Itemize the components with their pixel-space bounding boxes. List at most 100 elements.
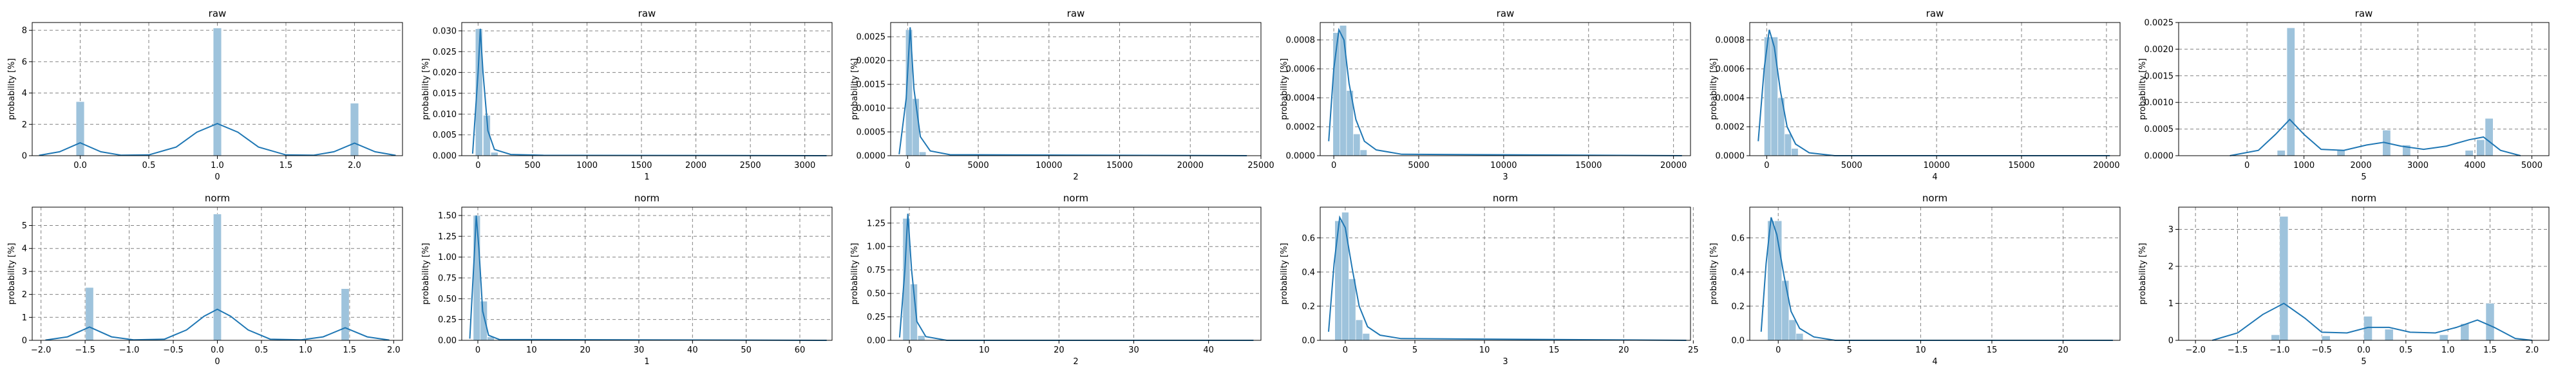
y-axis-label: probability [%] [1280,243,1289,305]
x-axis-label: 0 [214,172,220,182]
x-tick-label: 15000 [1575,161,1602,170]
y-tick-label: 0.0002 [1716,123,1745,133]
chart-panel-3: 0 5000 10000 15000 20000 0.0000 0.0002 0.0004 0.… [1280,8,1691,182]
x-tick-label: 5000 [2521,161,2543,170]
axes-frame [461,207,833,341]
y-tick-label: 8 [22,26,27,36]
axes-frame [2178,22,2550,156]
kde-line [45,308,390,341]
x-tick-label: 10000 [1036,161,1062,170]
y-tick-label: 1.00 [867,243,886,252]
y-axis-label: probability [%] [421,243,431,305]
x-tick-label: 1000 [2293,161,2315,170]
y-tick-label: 0.75 [867,266,886,275]
y-tick-label: 0 [2168,336,2174,346]
histogram-bar [490,152,498,156]
y-tick-label: 0.0 [1731,336,1745,346]
y-axis-label: probability [%] [2138,243,2148,305]
y-tick-label: 0.0000 [857,152,886,161]
histogram-bar [2460,323,2470,341]
x-tick-label: 10000 [1923,161,1949,170]
y-tick-label: 0.00 [438,336,457,346]
x-tick-label: 25 [1688,345,1699,355]
y-tick-label: 0.0008 [1716,36,1745,46]
chart-title: norm [1063,192,1088,204]
kde-line [1757,30,2110,156]
y-tick-label: 1.25 [438,232,457,242]
y-tick-label: 0.6 [1731,234,1745,243]
y-tick-label: 0.6 [1302,234,1315,243]
y-tick-label: 0.0020 [2145,45,2174,55]
x-axis-label: 5 [2361,357,2366,367]
chart-panel-2: 0 5000 10000 15000 20000 25000 0.0000 0.0005 0.0… [850,8,1274,182]
x-tick-label: 1.0 [211,161,224,170]
y-tick-label: 1.00 [438,253,457,262]
kde-line [898,27,1247,156]
histogram-bar [2321,335,2331,341]
histogram-bar [2336,150,2345,156]
x-axis-label: 2 [1073,357,1078,367]
x-tick-label: 5000 [1841,161,1862,170]
histogram-bar [341,288,350,341]
x-tick-label: 2500 [740,161,761,170]
y-tick-label: 0.0008 [1286,36,1316,46]
y-tick-label: 1 [22,313,27,323]
y-tick-label: 0.0004 [1716,94,1745,104]
histogram-bar [1795,333,1804,341]
y-tick-label: 0.0000 [2145,152,2174,161]
histogram-bar [1334,220,1342,341]
histogram-bar [85,287,94,341]
chart-panel-11: −2.0 −1.5 −1.0 −0.5 0.0 0.5 1.0 1.5 2.0 0 1 2 3 norm 5… [2138,192,2550,367]
x-tick-label: 0 [475,161,480,170]
x-tick-label: 1.0 [2441,345,2455,355]
x-tick-label: 40 [1203,345,1214,355]
y-tick-label: 0.0004 [1286,94,1316,104]
chart-title: raw [1067,8,1085,19]
x-tick-label: −0.5 [163,345,184,355]
x-tick-label: 2.0 [348,161,361,170]
y-tick-label: 0.25 [438,315,457,325]
y-tick-label: 0.50 [438,295,457,304]
histogram-bar [919,151,927,156]
y-tick-label: 0.0025 [857,33,886,42]
y-tick-label: 2 [2168,262,2174,272]
kde-line [2230,118,2521,156]
x-tick-label: 0 [1343,345,1348,355]
y-tick-label: 0.4 [1731,268,1745,277]
x-axis-label: 1 [644,357,649,367]
y-tick-label: 0.0000 [1286,152,1316,161]
y-tick-label: 0.2 [1731,302,1745,311]
histogram-bar [1353,133,1361,156]
axes-frame [1749,207,2121,341]
chart-panel-1: 0 500 1000 1500 2000 2500 3000 0.000 0.005 0.010 0… [421,8,833,182]
histogram-bar [1362,333,1370,341]
y-tick-label: 4 [22,244,27,254]
x-axis-label: 1 [644,172,649,182]
x-tick-label: 20000 [1660,161,1687,170]
x-tick-label: 0 [907,345,912,355]
x-tick-label: 20000 [1177,161,1204,170]
histogram-bar [1784,133,1792,156]
y-tick-label: 0.0005 [857,128,886,138]
axes-frame [890,22,1262,156]
x-tick-label: −1.0 [119,345,140,355]
histogram-bar [2439,335,2448,341]
y-tick-label: 0.50 [867,290,886,299]
chart-panel-4: 0 5000 10000 15000 20000 0.0000 0.0002 0.0004 0.… [1709,8,2121,182]
axes-frame [1320,207,1691,341]
axes-frame [1749,22,2121,156]
x-tick-label: 20000 [2093,161,2119,170]
x-tick-label: 0 [1764,161,1769,170]
y-tick-label: 0.0020 [857,57,886,66]
x-tick-label: 0 [1331,161,1336,170]
y-axis-label: probability [%] [1709,243,1719,305]
chart-title: raw [2355,8,2373,19]
x-tick-label: 20 [1618,345,1629,355]
chart-panel-8: 0 10 20 30 40 0.00 0.25 0.50 0.75 1.00 1.25 norm 2 pr… [850,192,1262,367]
histogram-bar [1764,37,1772,156]
chart-panel-6: −2.0 −1.5 −1.0 −0.5 0.0 0.5 1.0 1.5 2.0 0 1 2 3 4 5 nor… [7,192,403,367]
histogram-bar [1349,279,1356,341]
histogram-bar [2465,150,2474,156]
x-tick-label: 0 [2244,161,2249,170]
